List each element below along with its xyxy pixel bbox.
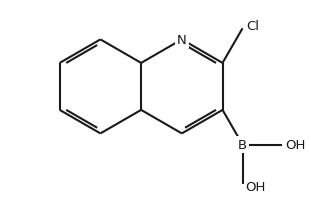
Text: N: N — [177, 34, 187, 47]
Text: Cl: Cl — [246, 20, 259, 33]
Text: OH: OH — [245, 180, 265, 193]
Text: OH: OH — [285, 138, 305, 151]
Text: B: B — [238, 138, 247, 151]
